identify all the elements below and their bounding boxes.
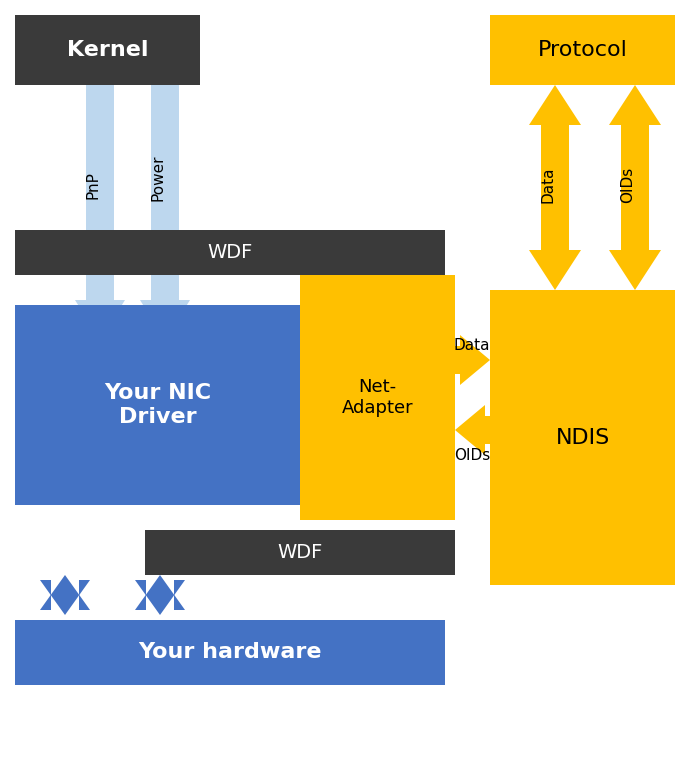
- Text: OIDs: OIDs: [621, 167, 635, 203]
- Text: PnP: PnP: [85, 171, 101, 199]
- Bar: [15, 15, 200, 85]
- Text: Kernel: Kernel: [67, 40, 148, 60]
- Text: Protocol: Protocol: [537, 40, 628, 60]
- Text: Your hardware: Your hardware: [138, 642, 322, 663]
- Polygon shape: [75, 85, 125, 340]
- Text: NDIS: NDIS: [555, 427, 610, 448]
- Bar: [490, 290, 675, 585]
- Text: Data: Data: [540, 166, 555, 203]
- Bar: [15, 230, 445, 275]
- Polygon shape: [455, 405, 490, 455]
- Text: OIDs: OIDs: [454, 448, 490, 463]
- Bar: [300, 275, 455, 520]
- Text: WDF: WDF: [277, 543, 322, 562]
- Polygon shape: [529, 85, 581, 290]
- Bar: [490, 15, 675, 85]
- Polygon shape: [135, 575, 185, 615]
- Polygon shape: [609, 85, 661, 290]
- Polygon shape: [300, 375, 455, 425]
- Text: Power: Power: [150, 155, 165, 201]
- Text: Data: Data: [454, 337, 491, 353]
- Polygon shape: [40, 575, 90, 615]
- Text: Your NIC
Driver: Your NIC Driver: [104, 383, 211, 426]
- Bar: [145, 530, 455, 575]
- Polygon shape: [455, 335, 490, 385]
- Bar: [15, 620, 445, 685]
- Bar: [15, 305, 300, 505]
- Polygon shape: [140, 85, 190, 340]
- Text: WDF: WDF: [207, 243, 253, 262]
- Text: Net-
Adapter: Net- Adapter: [342, 378, 413, 417]
